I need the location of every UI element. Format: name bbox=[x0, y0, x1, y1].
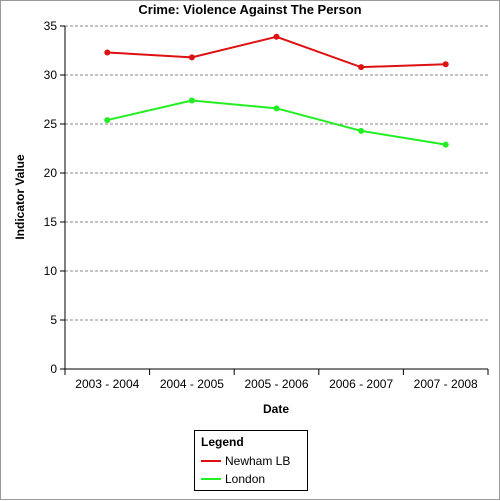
series-1-point-0 bbox=[104, 117, 111, 124]
series-line-0 bbox=[107, 35, 446, 69]
series-0-point-4 bbox=[442, 61, 449, 68]
series-0-point-0 bbox=[104, 49, 111, 56]
series-1-point-4 bbox=[442, 141, 449, 148]
x-tick-label-2: 2005 - 2006 bbox=[244, 377, 308, 391]
legend-label-newham: Newham LB bbox=[225, 454, 291, 468]
y-tick-label-6: 30 bbox=[44, 68, 58, 82]
series-1-point-2 bbox=[273, 105, 280, 112]
chart-title: Crime: Violence Against The Person bbox=[138, 2, 361, 17]
series-0-point-2 bbox=[273, 33, 280, 40]
x-tick-label-3: 2006 - 2007 bbox=[329, 377, 393, 391]
legend-item-london: London bbox=[201, 471, 265, 487]
legend: Legend Newham LB London bbox=[194, 430, 308, 491]
y-axis-label: Indicator Value bbox=[13, 154, 27, 240]
y-tick-label-7: 35 bbox=[44, 19, 58, 33]
legend-swatch-london bbox=[201, 478, 221, 480]
legend-title: Legend bbox=[201, 435, 244, 449]
legend-swatch-newham bbox=[201, 460, 221, 462]
y-tick-label-2: 10 bbox=[44, 264, 58, 278]
y-tick-label-0: 0 bbox=[50, 362, 57, 376]
x-tick-label-4: 2007 - 2008 bbox=[414, 377, 478, 391]
y-tick-label-3: 15 bbox=[44, 215, 58, 229]
series-0-point-1 bbox=[188, 54, 195, 61]
x-axis-label: Date bbox=[263, 402, 289, 416]
x-tick-label-1: 2004 - 2005 bbox=[160, 377, 224, 391]
series-1-point-1 bbox=[188, 97, 195, 104]
legend-item-newham: Newham LB bbox=[201, 453, 290, 469]
plot-area: 0 5 10 15 20 25 30 35 2003 - 2004 2004 - 2005 2005… bbox=[44, 19, 489, 391]
series-1-point-3 bbox=[358, 127, 365, 134]
y-tick-label-4: 20 bbox=[44, 166, 58, 180]
series-0-point-3 bbox=[358, 64, 365, 71]
x-tick-label-0: 2003 - 2004 bbox=[75, 377, 139, 391]
y-tick-label-5: 25 bbox=[44, 117, 58, 131]
y-tick-label-1: 5 bbox=[50, 313, 57, 327]
legend-label-london: London bbox=[225, 472, 266, 486]
